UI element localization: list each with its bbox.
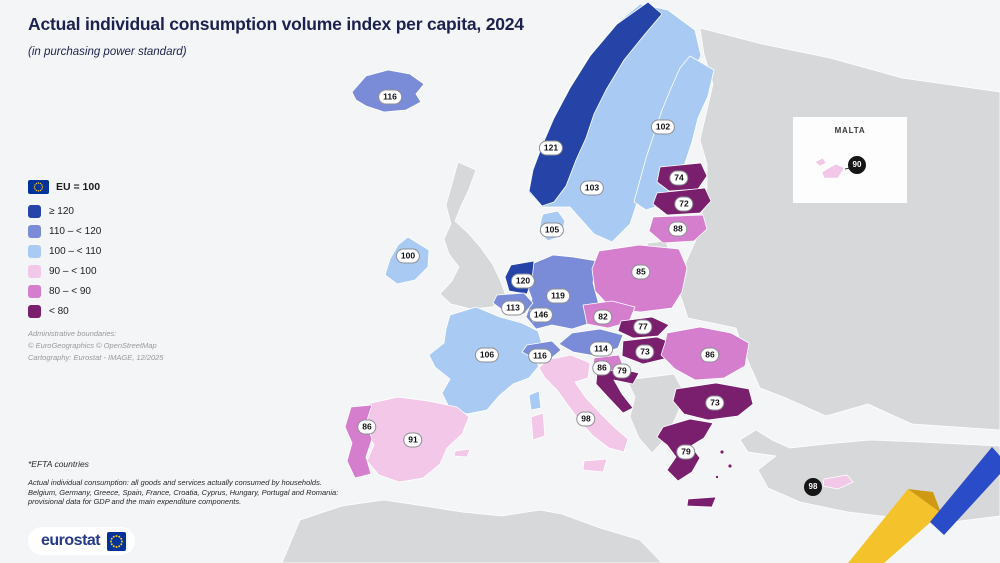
eurostat-logo: eurostat: [28, 527, 136, 555]
country-italy-sicily: [582, 458, 608, 473]
legend-class-0: ≥ 120: [28, 205, 163, 218]
country-greece-crete: [686, 496, 717, 508]
footnote-line: *EFTA countries: [28, 459, 89, 469]
country-greece-island: [727, 463, 733, 469]
malta-inset: MALTA 90: [793, 117, 907, 203]
legend-class-5: < 80: [28, 305, 163, 318]
country-france: [428, 306, 543, 415]
legend-swatch: [28, 285, 41, 298]
admin-note-line: Cartography: Eurostat - IMAGE, 12/2025: [28, 353, 164, 362]
country-ireland: [384, 236, 430, 285]
page-subtitle: (in purchasing power standard): [28, 46, 187, 58]
country-bulgaria: [672, 382, 754, 421]
legend-class-label: 100 – < 110: [49, 246, 102, 257]
country-belgium: [492, 292, 534, 315]
admin-boundaries-note: Administrative boundaries: © EuroGeograph…: [28, 328, 163, 364]
footnote-line: Actual individual consumption: all goods…: [28, 478, 322, 487]
page-title: Actual individual consumption volume ind…: [28, 14, 524, 34]
legend-class-label: 80 – < 90: [49, 286, 91, 297]
country-croatia: [595, 368, 640, 414]
ribbon-blue: [930, 447, 1000, 535]
legend-swatch: [28, 305, 41, 318]
eu-flag-icon: [107, 531, 127, 551]
legend-class-3: 90 – < 100: [28, 265, 163, 278]
country-spain: [358, 396, 470, 483]
brand-ribbon: [848, 447, 1000, 563]
legend-swatch: [28, 265, 41, 278]
country-austria: [558, 328, 624, 357]
legend-swatch: [28, 205, 41, 218]
country-france-corsica: [528, 390, 542, 411]
country-spain-balearic: [453, 448, 471, 458]
legend-class-4: 80 – < 90: [28, 285, 163, 298]
country-estonia: [656, 162, 708, 192]
country-italy: [538, 354, 629, 453]
eurostat-wordmark: eurostat: [41, 532, 101, 549]
country-luxembourg: [529, 307, 546, 323]
ribbon-fold: [908, 489, 941, 513]
legend-class-1: 110 – < 120: [28, 225, 163, 238]
country-slovakia: [617, 316, 670, 339]
footnotes: *EFTA countries Actual individual consump…: [28, 459, 338, 507]
country-malta-gozo: [814, 157, 827, 167]
country-italy-sardinia: [530, 412, 546, 441]
country-iceland: [351, 69, 425, 113]
region-no-data-east: [679, 27, 1000, 431]
legend-classes: ≥ 120 110 – < 120 100 – < 110 90 – < 100 80 …: [28, 205, 163, 318]
value-badge-malta: 90: [848, 156, 866, 174]
country-denmark: [538, 210, 566, 242]
legend-swatch: [28, 225, 41, 238]
legend-swatch: [28, 245, 41, 258]
legend-class-2: 100 – < 110: [28, 245, 163, 258]
admin-note-line: Administrative boundaries:: [28, 329, 117, 338]
country-malta-main: [821, 163, 845, 179]
country-portugal: [344, 404, 373, 479]
region-no-data-africa: [281, 499, 663, 563]
region-no-data-uk: [439, 161, 507, 310]
admin-note-line: © EuroGeographics © OpenStreetMap: [28, 341, 157, 350]
legend-eu-label: EU = 100: [56, 181, 101, 193]
country-romania: [660, 326, 750, 381]
country-greece: [656, 418, 714, 482]
legend-class-label: 90 – < 100: [49, 266, 97, 277]
malta-inset-label: MALTA: [834, 126, 866, 135]
legend-class-label: 110 – < 120: [49, 226, 102, 237]
ribbon-yellow: [848, 489, 941, 563]
legend-eu-row: EU = 100: [28, 180, 163, 194]
legend: EU = 100 ≥ 120 110 – < 120 100 – < 110 90 –…: [28, 180, 163, 364]
footnote-line: provisional data for GDP and the main ex…: [28, 497, 242, 506]
footnote-line: Belgium, Germany, Greece, Spain, France,…: [28, 487, 339, 497]
legend-class-label: < 80: [49, 306, 69, 317]
eu-flag-icon: [28, 180, 49, 194]
country-cyprus: [822, 474, 854, 490]
country-greece-island: [715, 474, 720, 479]
country-greece-island: [719, 449, 725, 455]
legend-class-label: ≥ 120: [49, 206, 74, 217]
